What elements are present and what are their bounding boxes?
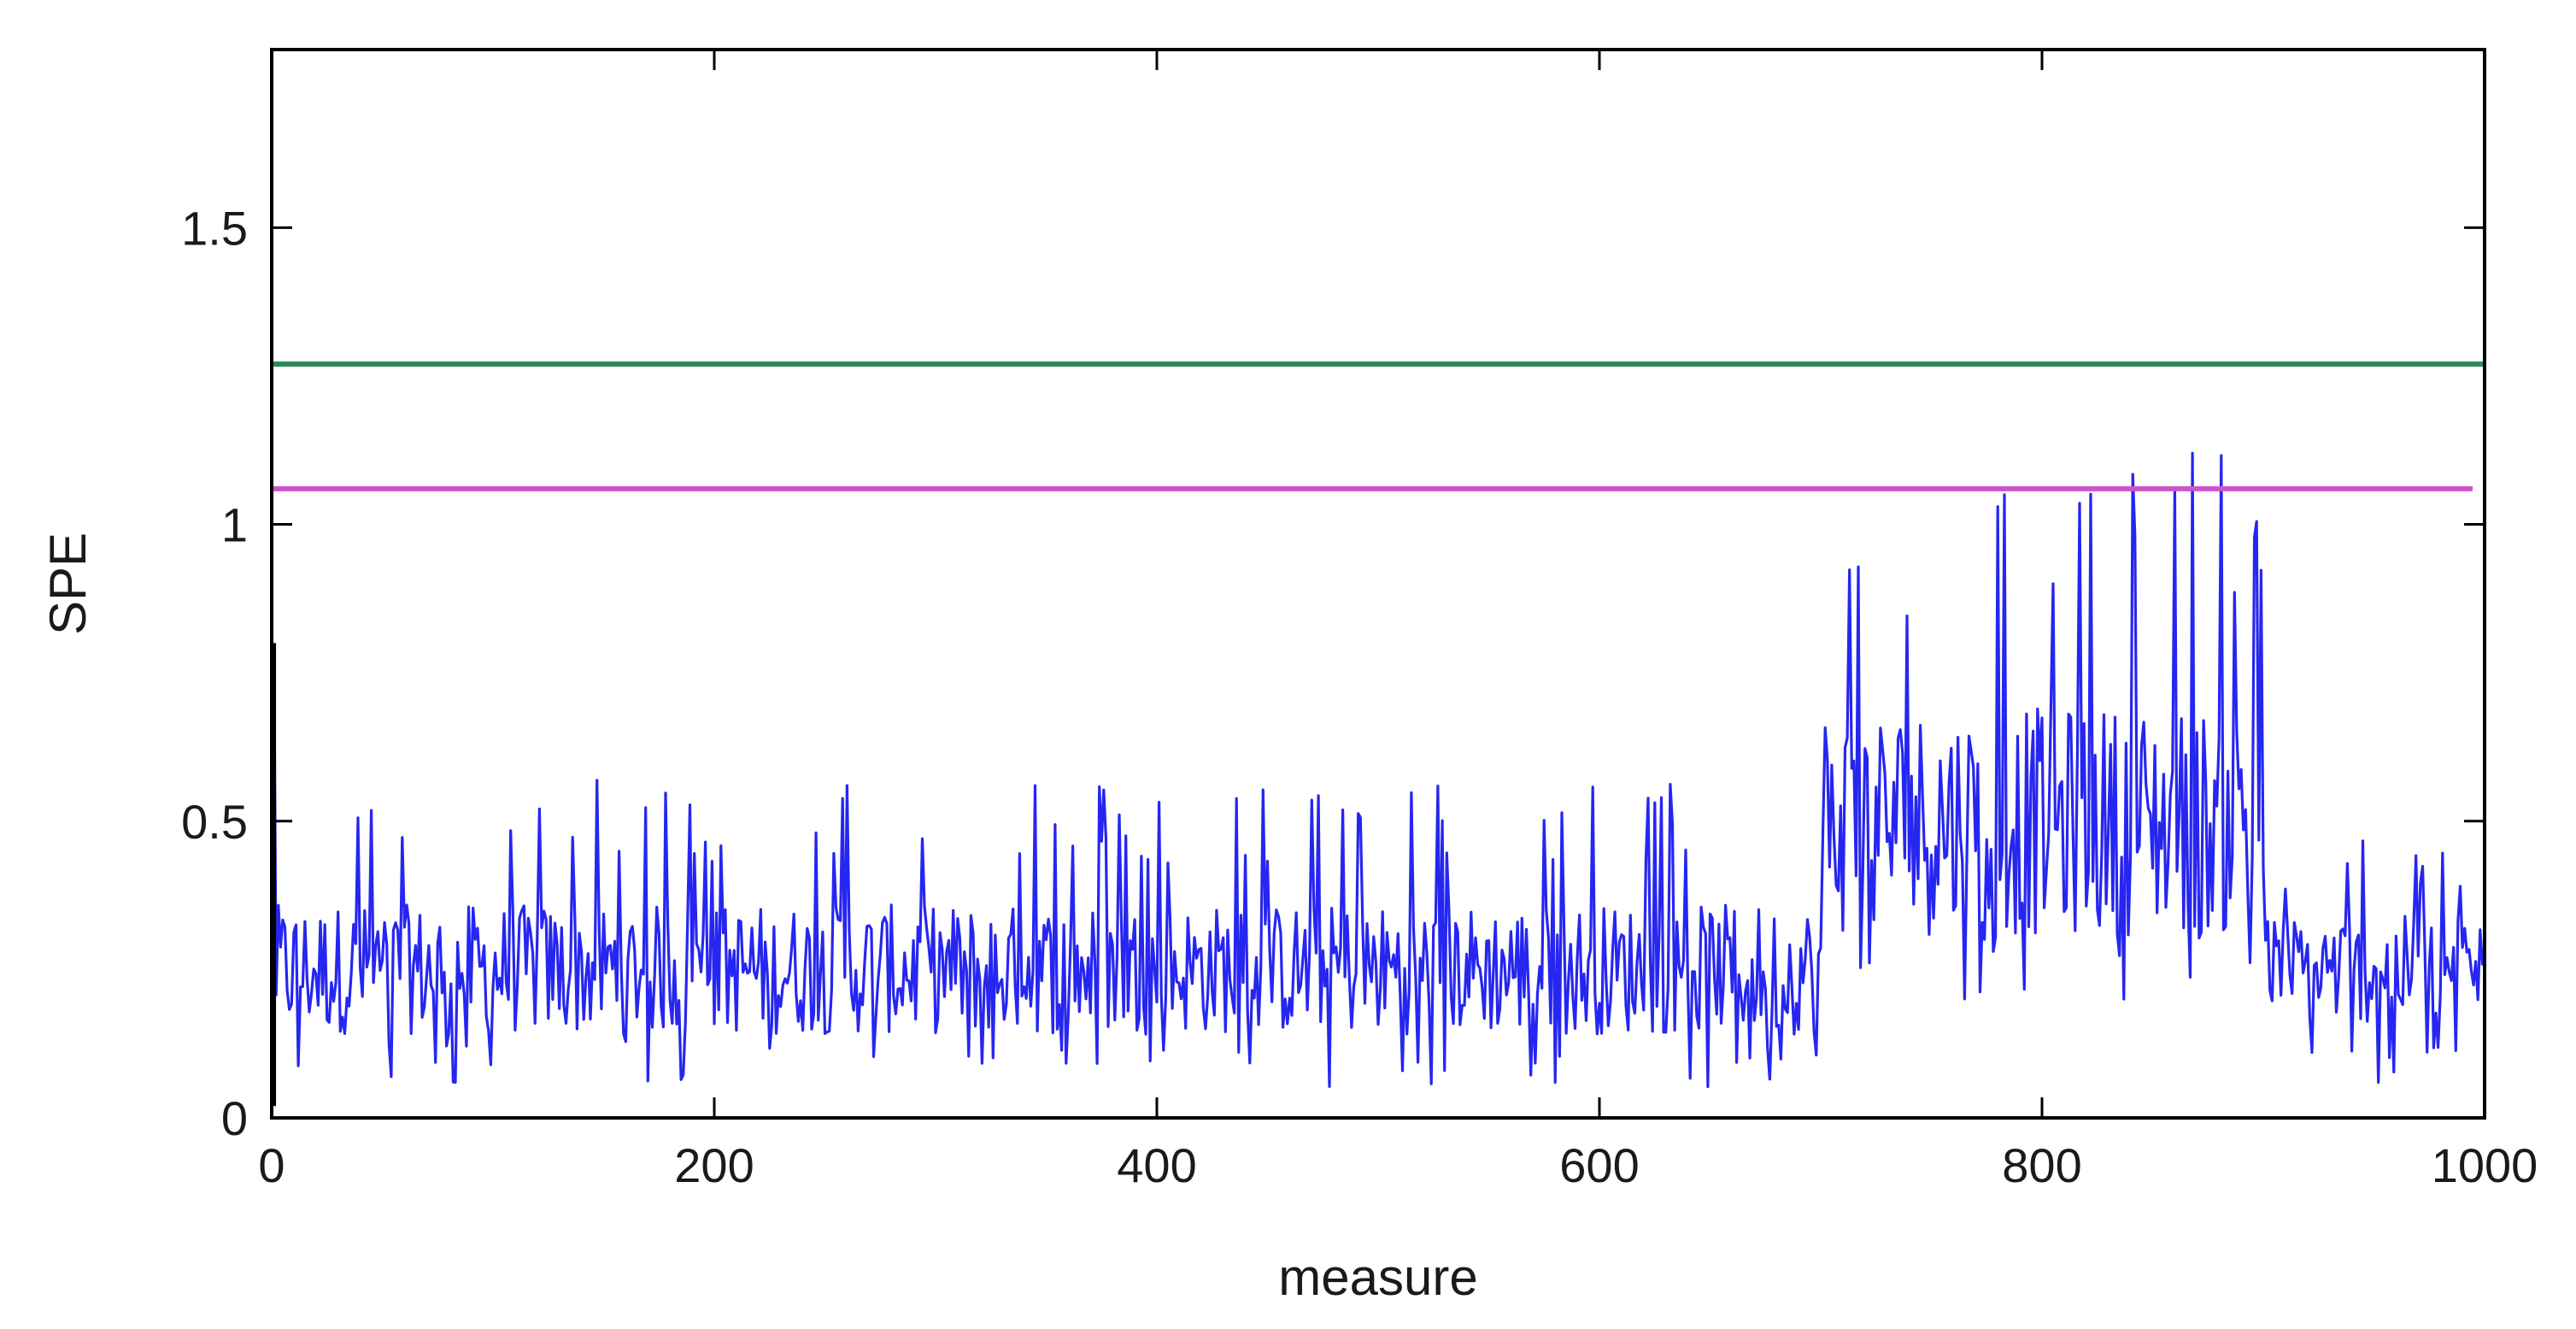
tick-layer: 0 200 400 600 800 1000 0 0.5 1 1.5: [181, 50, 2538, 1192]
x-tick-label: 0: [258, 1138, 285, 1192]
y-tick-label: 0: [221, 1091, 248, 1145]
x-tick-label: 1000: [2432, 1138, 2538, 1192]
x-tick-label: 400: [1117, 1138, 1196, 1192]
y-axis-title: SPE: [39, 532, 97, 635]
y-tick-label: 0.5: [181, 795, 248, 849]
x-tick-label: 200: [674, 1138, 754, 1192]
x-axis-title: measure: [1278, 1249, 1477, 1306]
x-tick-label: 600: [1559, 1138, 1639, 1192]
plot-frame: [270, 48, 2486, 1120]
threshold-layer: [272, 362, 2485, 491]
y-tick-label: 1.5: [181, 201, 248, 255]
spe-series-line: [273, 451, 2486, 1089]
x-tick-label: 800: [2002, 1138, 2081, 1192]
y-tick-label: 1: [221, 498, 248, 552]
series-layer: [272, 451, 2486, 1107]
